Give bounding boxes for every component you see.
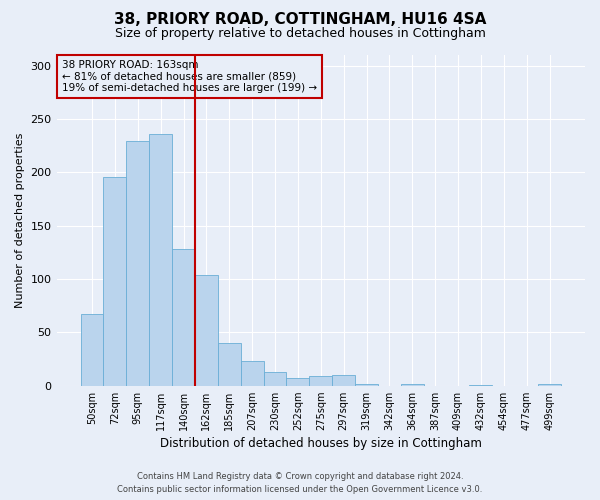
Bar bbox=[286, 378, 310, 386]
Text: 38, PRIORY ROAD, COTTINGHAM, HU16 4SA: 38, PRIORY ROAD, COTTINGHAM, HU16 4SA bbox=[114, 12, 486, 28]
Text: Size of property relative to detached houses in Cottingham: Size of property relative to detached ho… bbox=[115, 28, 485, 40]
Bar bbox=[263, 372, 286, 386]
Bar bbox=[241, 361, 263, 386]
Bar bbox=[172, 249, 195, 386]
Bar bbox=[218, 343, 241, 386]
Bar bbox=[469, 384, 493, 386]
Bar bbox=[103, 176, 127, 386]
Bar bbox=[401, 384, 424, 386]
X-axis label: Distribution of detached houses by size in Cottingham: Distribution of detached houses by size … bbox=[160, 437, 482, 450]
Bar bbox=[538, 384, 561, 386]
Text: Contains HM Land Registry data © Crown copyright and database right 2024.
Contai: Contains HM Land Registry data © Crown c… bbox=[118, 472, 482, 494]
Bar bbox=[355, 384, 378, 386]
Bar bbox=[127, 142, 149, 386]
Bar bbox=[149, 134, 172, 386]
Text: 38 PRIORY ROAD: 163sqm
← 81% of detached houses are smaller (859)
19% of semi-de: 38 PRIORY ROAD: 163sqm ← 81% of detached… bbox=[62, 60, 317, 93]
Bar bbox=[332, 375, 355, 386]
Bar bbox=[80, 314, 103, 386]
Bar bbox=[195, 275, 218, 386]
Y-axis label: Number of detached properties: Number of detached properties bbox=[15, 132, 25, 308]
Bar bbox=[310, 376, 332, 386]
